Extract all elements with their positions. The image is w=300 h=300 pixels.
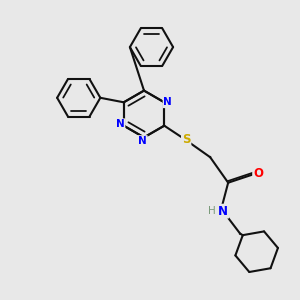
Text: N: N: [164, 97, 172, 107]
Text: N: N: [138, 136, 147, 146]
Text: H: H: [208, 206, 216, 216]
Text: N: N: [218, 205, 228, 218]
Text: O: O: [253, 167, 263, 180]
Text: S: S: [182, 133, 190, 146]
Text: N: N: [116, 119, 124, 129]
